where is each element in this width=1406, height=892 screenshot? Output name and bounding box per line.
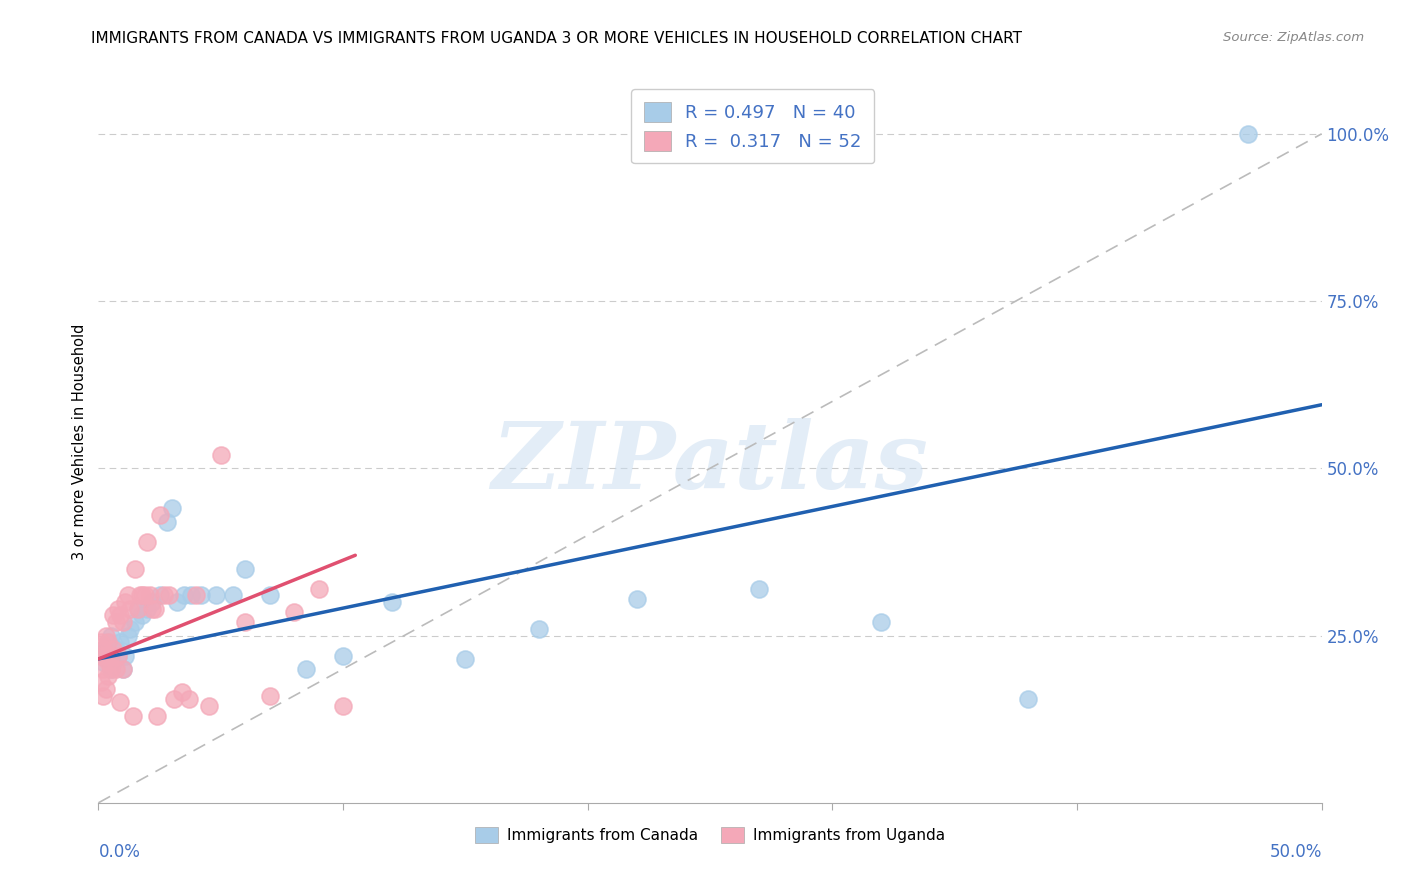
Point [100, 628, 122, 642]
Point [190, 589, 212, 603]
Point [295, 662, 318, 676]
Point [748, 582, 770, 596]
Point [97, 635, 120, 649]
Point [121, 708, 143, 723]
Point [110, 696, 132, 710]
Point [283, 605, 305, 619]
Point [100, 662, 122, 676]
Point [141, 595, 163, 609]
Text: IMMIGRANTS FROM CANADA VS IMMIGRANTS FROM UGANDA 3 OR MORE VEHICLES IN HOUSEHOLD: IMMIGRANTS FROM CANADA VS IMMIGRANTS FRO… [91, 31, 1022, 46]
Point [166, 595, 188, 609]
Point [153, 589, 176, 603]
Point [97, 655, 120, 669]
Point [163, 692, 186, 706]
Point [454, 652, 477, 666]
Point [136, 602, 159, 616]
Point [143, 602, 166, 616]
Legend: Immigrants from Canada, Immigrants from Uganda: Immigrants from Canada, Immigrants from … [468, 822, 952, 849]
Point [111, 615, 134, 630]
Point [104, 662, 127, 676]
Point [90, 675, 112, 690]
Point [186, 589, 208, 603]
Point [131, 608, 153, 623]
Point [114, 648, 136, 663]
Point [160, 501, 183, 516]
Point [117, 589, 139, 603]
Point [97, 669, 120, 683]
Point [90, 648, 112, 663]
Point [110, 608, 132, 623]
Point [120, 622, 142, 636]
Point [233, 615, 256, 630]
Point [149, 589, 172, 603]
Point [173, 589, 195, 603]
Y-axis label: 3 or more Vehicles in Household: 3 or more Vehicles in Household [72, 324, 87, 559]
Point [157, 589, 180, 603]
Point [170, 685, 193, 699]
Point [90, 648, 112, 663]
Point [120, 602, 142, 616]
Point [222, 589, 245, 603]
Point [91, 642, 114, 657]
Point [180, 589, 202, 603]
Point [94, 642, 117, 657]
Point [104, 615, 127, 630]
Point [91, 655, 114, 669]
Point [101, 642, 124, 657]
Point [259, 589, 281, 603]
Point [107, 602, 129, 616]
Point [97, 635, 120, 649]
Point [134, 589, 156, 603]
Text: 0.0%: 0.0% [98, 843, 141, 861]
Point [149, 508, 172, 523]
Point [127, 602, 149, 616]
Point [131, 589, 153, 603]
Point [110, 635, 132, 649]
Point [233, 562, 256, 576]
Point [107, 648, 129, 663]
Point [139, 589, 162, 603]
Point [91, 689, 114, 703]
Point [107, 648, 129, 663]
Point [94, 681, 117, 696]
Point [94, 628, 117, 642]
Point [90, 635, 112, 649]
Point [332, 648, 354, 663]
Point [104, 642, 127, 657]
Point [156, 515, 179, 529]
Point [100, 662, 122, 676]
Point [177, 692, 200, 706]
Point [114, 595, 136, 609]
Point [209, 448, 232, 462]
Text: ZIPatlas: ZIPatlas [492, 418, 928, 508]
Point [111, 662, 134, 676]
Text: 50.0%: 50.0% [1270, 843, 1322, 861]
Point [870, 615, 893, 630]
Point [259, 689, 281, 703]
Point [626, 591, 648, 606]
Point [308, 582, 330, 596]
Point [1017, 692, 1039, 706]
Point [129, 589, 152, 603]
Point [100, 648, 122, 663]
Point [141, 602, 163, 616]
Point [101, 608, 124, 623]
Point [146, 708, 169, 723]
Point [117, 628, 139, 642]
Point [1237, 127, 1260, 141]
Point [527, 622, 550, 636]
Point [136, 534, 159, 549]
Point [91, 662, 114, 676]
Point [127, 602, 149, 616]
Point [94, 648, 117, 663]
Point [381, 595, 404, 609]
Text: Source: ZipAtlas.com: Source: ZipAtlas.com [1223, 31, 1364, 45]
Point [111, 662, 134, 676]
Point [332, 698, 354, 713]
Point [124, 562, 146, 576]
Point [205, 589, 228, 603]
Point [197, 698, 219, 713]
Point [101, 655, 124, 669]
Point [124, 615, 146, 630]
